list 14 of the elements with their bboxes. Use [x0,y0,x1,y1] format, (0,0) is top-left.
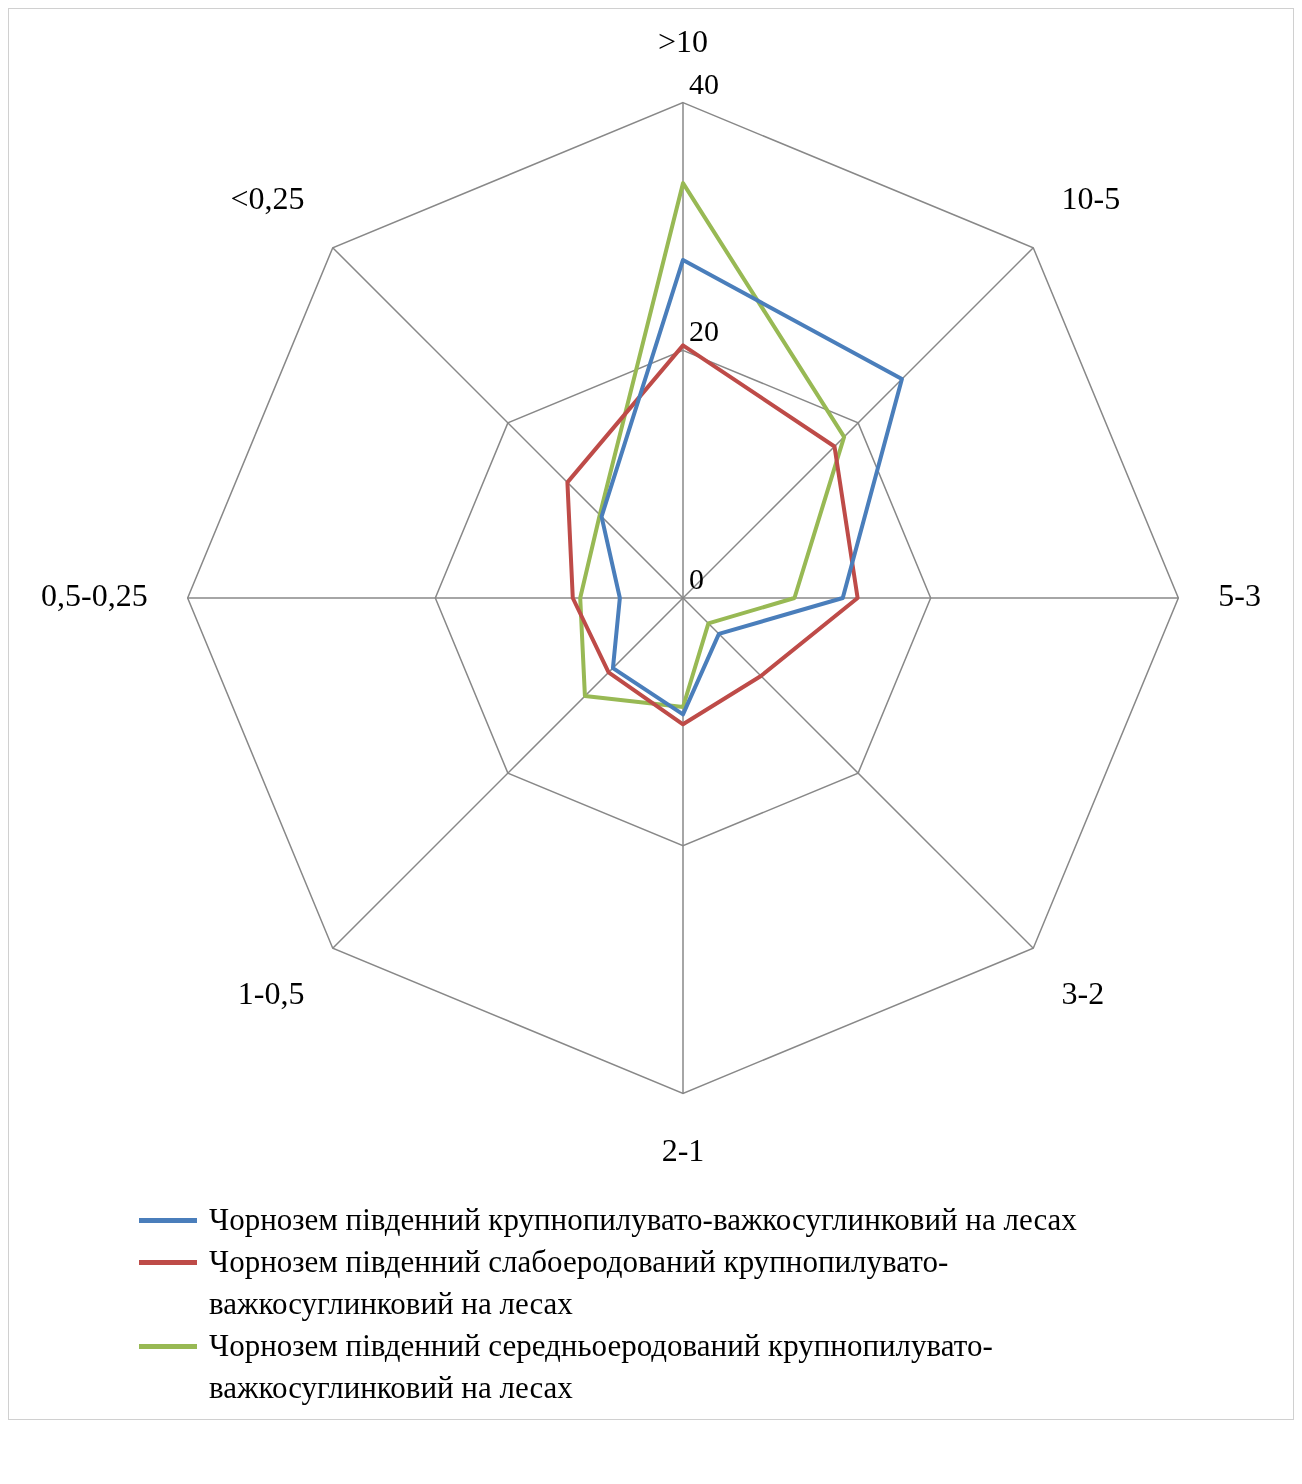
spoke-label: 10-5 [1061,179,1121,216]
spoke-label: 1-0,5 [237,975,305,1012]
legend-label: Чорнозем південний слабоеродований крупнопилувато-важкосуглинковий на лесах [209,1243,950,1323]
spoke-label: 3-2 [1061,975,1105,1012]
spoke-label: 5-3 [1218,577,1261,614]
y-tick-label: 0 [689,561,704,595]
y-tick-label: 20 [689,314,719,348]
spoke-label: 0,5-0,25 [41,577,148,614]
spoke-label: >10 [657,22,709,59]
legend-label: Чорнозем південний крупнопилувато-важкосуглинковий на лесах [209,1201,1077,1239]
spoke-label: <0,25 [230,179,305,216]
y-tick-label: 40 [689,66,719,100]
spoke-label: 2-1 [661,1131,705,1168]
legend-label: Чорнозем південний середньоеродований крупнопилувато-важкосуглинковий на лесах [209,1327,994,1407]
